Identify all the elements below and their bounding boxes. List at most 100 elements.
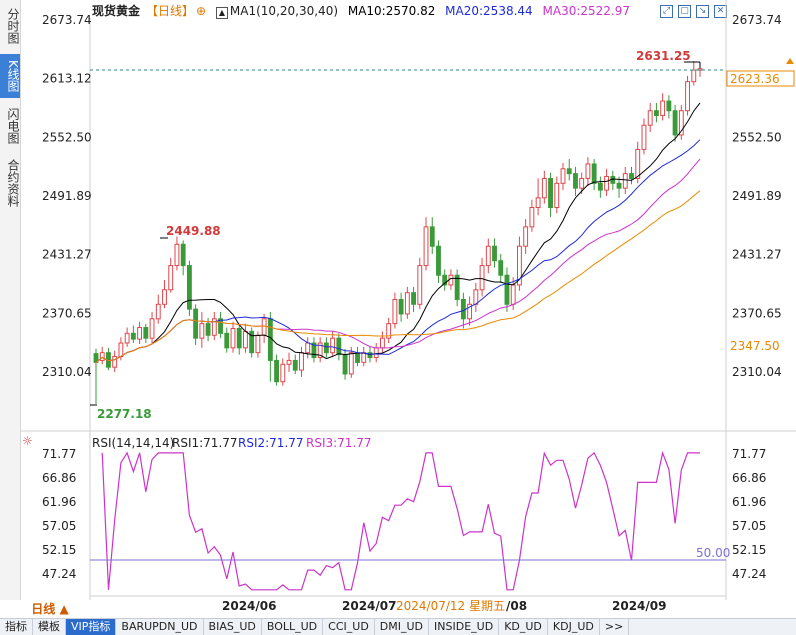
tab-kline[interactable]: K线图 — [0, 54, 20, 98]
tab-more[interactable]: >> — [600, 619, 630, 635]
candle-body — [535, 197, 541, 209]
ma-label[interactable]: MA1(10,20,30,40) — [229, 4, 339, 18]
tab-cci[interactable]: CCI_UD — [323, 619, 375, 635]
time-label-2024-08: /08 — [506, 599, 527, 613]
restore-icon[interactable]: ▢ — [678, 5, 691, 18]
tab-inside[interactable]: INSIDE_UD — [429, 619, 500, 635]
candle-body — [473, 289, 479, 305]
candle-body — [516, 245, 522, 286]
annotation-swing-high: 2449.88 — [166, 224, 221, 238]
tab-vip-indicator[interactable]: VIP指标 — [66, 619, 117, 635]
price-tick-left: 2673.74 — [42, 13, 92, 27]
price-tick-left: 2310.04 — [42, 365, 92, 379]
candle-body — [685, 81, 690, 112]
side-tabs: 分时图 K线图 闪电图 合约资料 — [0, 0, 21, 600]
ma20-line — [95, 139, 701, 363]
tab-lightning[interactable]: 闪电图 — [6, 108, 20, 144]
tab-dmi[interactable]: DMI_UD — [375, 619, 430, 635]
candle-body — [348, 352, 354, 375]
current-price-box — [726, 70, 795, 87]
tab-contract-info[interactable]: 合约资料 — [6, 159, 20, 207]
candle-body — [261, 318, 267, 336]
expand-icon[interactable]: ⤢ — [660, 5, 673, 18]
candle-body — [211, 318, 217, 336]
rsi-label[interactable]: RSI(14,14,14) — [92, 436, 174, 450]
candle-body — [193, 308, 199, 339]
candle-body — [579, 177, 585, 189]
candle-body — [448, 274, 454, 286]
candle-body — [479, 265, 485, 291]
candle-body — [342, 354, 348, 375]
candle-body — [112, 356, 118, 368]
tab-template[interactable]: 模板 — [33, 619, 66, 635]
candle-body — [504, 274, 510, 305]
candle-body — [616, 182, 622, 189]
candle-body — [224, 332, 230, 349]
candle-body — [168, 265, 174, 291]
candle-body — [180, 243, 186, 267]
ma10-line — [95, 102, 701, 363]
tab-kd[interactable]: KD_UD — [499, 619, 548, 635]
candle-body — [691, 69, 697, 83]
candle-body — [585, 163, 591, 179]
candle-body — [554, 182, 560, 209]
candle-body — [218, 318, 223, 334]
rsi-tick-left: 47.24 — [42, 567, 76, 581]
rsi3-value: RSI3:71.77 — [306, 436, 372, 450]
candle-body — [510, 284, 516, 305]
candle-body — [199, 323, 205, 339]
candle-body — [660, 100, 666, 117]
candle-body — [697, 68, 703, 71]
candle-body — [299, 352, 304, 371]
rsi-tick-right: 71.77 — [732, 447, 766, 461]
chart-header: 现货黄金 【日线】 ⊕ ▲ MA1(10,20,30,40) MA10:2570.82… — [92, 2, 636, 19]
tab-boll[interactable]: BOLL_UD — [262, 619, 324, 635]
candle-body — [436, 245, 441, 276]
candle-body — [155, 303, 161, 320]
tab-kdj[interactable]: KDJ_UD — [548, 619, 600, 635]
tab-bias[interactable]: BIAS_UD — [204, 619, 262, 635]
candle-body — [292, 359, 298, 371]
candle-body — [149, 318, 155, 339]
instrument-name: 现货黄金 — [92, 4, 141, 18]
price-tick-left: 2431.27 — [42, 248, 92, 262]
bottom-tab-bar: 指标 模板 VIP指标 BARUPDN_UD BIAS_UD BOLL_UD CCI_UD D… — [0, 618, 796, 635]
candle-body — [143, 327, 149, 339]
time-label-2024-06: 2024/06 — [222, 599, 276, 613]
candle-body — [653, 110, 659, 117]
candle-body — [566, 168, 572, 175]
ma30-value: MA30:2522.97 — [542, 4, 631, 18]
rsi-tick-right: 57.05 — [732, 519, 766, 533]
candle-body — [498, 260, 504, 276]
close-icon[interactable]: ✕ — [714, 5, 727, 18]
candle-body — [243, 330, 248, 349]
candle-body — [230, 327, 236, 349]
download-icon[interactable]: ↘ — [696, 5, 709, 18]
candle-body — [174, 243, 180, 267]
current-price-value: 2623.36 — [730, 72, 780, 86]
rsi2-value: RSI2:71.77 — [238, 436, 304, 450]
candle-body — [672, 110, 678, 136]
candle-body — [355, 352, 360, 363]
period-button[interactable]: 日线 ▲ — [20, 600, 80, 618]
candle-body — [629, 173, 634, 179]
rsi-line — [101, 450, 700, 591]
candle-body — [417, 265, 423, 305]
tab-time-sharing[interactable]: 分时图 — [6, 8, 20, 44]
period-toggle-icon[interactable]: ⊕ — [196, 4, 207, 18]
tab-barupdn[interactable]: BARUPDN_UD — [116, 619, 204, 635]
candle-body — [392, 298, 398, 325]
price-tick-left: 2613.12 — [42, 72, 92, 86]
candle-body — [249, 330, 255, 354]
candle-body — [647, 110, 653, 126]
candle-body — [205, 323, 211, 336]
candle-body — [523, 226, 529, 247]
rsi-settings-icon[interactable]: ☼ — [22, 434, 33, 448]
tab-indicator[interactable]: 指标 — [0, 619, 33, 635]
ma-settings-icon[interactable]: ▲ — [215, 7, 228, 19]
candle-body — [404, 292, 410, 315]
candle-body — [398, 298, 404, 315]
period-label[interactable]: 【日线】 — [146, 4, 195, 18]
candle-body — [454, 274, 460, 300]
